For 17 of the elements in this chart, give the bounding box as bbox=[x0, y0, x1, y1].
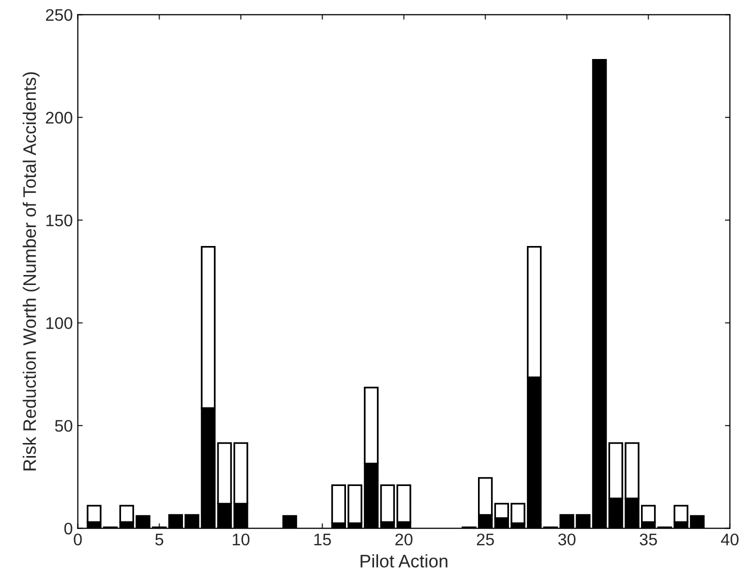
x-tick-label: 25 bbox=[476, 534, 494, 546]
x-tick-label: 0 bbox=[74, 534, 82, 546]
y-tick-label: 100 bbox=[46, 317, 72, 330]
y-tick-label: 200 bbox=[46, 112, 72, 124]
y-axis-title: Risk Reduction Worth (Number of Total Accidents) bbox=[22, 72, 40, 470]
y-tick-label: 250 bbox=[46, 9, 72, 21]
x-tick-label: 15 bbox=[314, 534, 331, 546]
x-tick-label: 40 bbox=[721, 534, 739, 546]
x-tick-label: 10 bbox=[232, 534, 250, 546]
x-tick-label: 5 bbox=[155, 534, 164, 546]
x-tick-label: 20 bbox=[395, 534, 412, 546]
x-tick-label: 35 bbox=[640, 534, 657, 546]
y-tick-label: 50 bbox=[55, 420, 72, 432]
y-tick-label: 150 bbox=[46, 214, 72, 226]
x-axis-title: Pilot Action bbox=[360, 554, 448, 568]
y-tick-label: 0 bbox=[64, 522, 72, 535]
x-tick-label: 30 bbox=[558, 534, 576, 546]
